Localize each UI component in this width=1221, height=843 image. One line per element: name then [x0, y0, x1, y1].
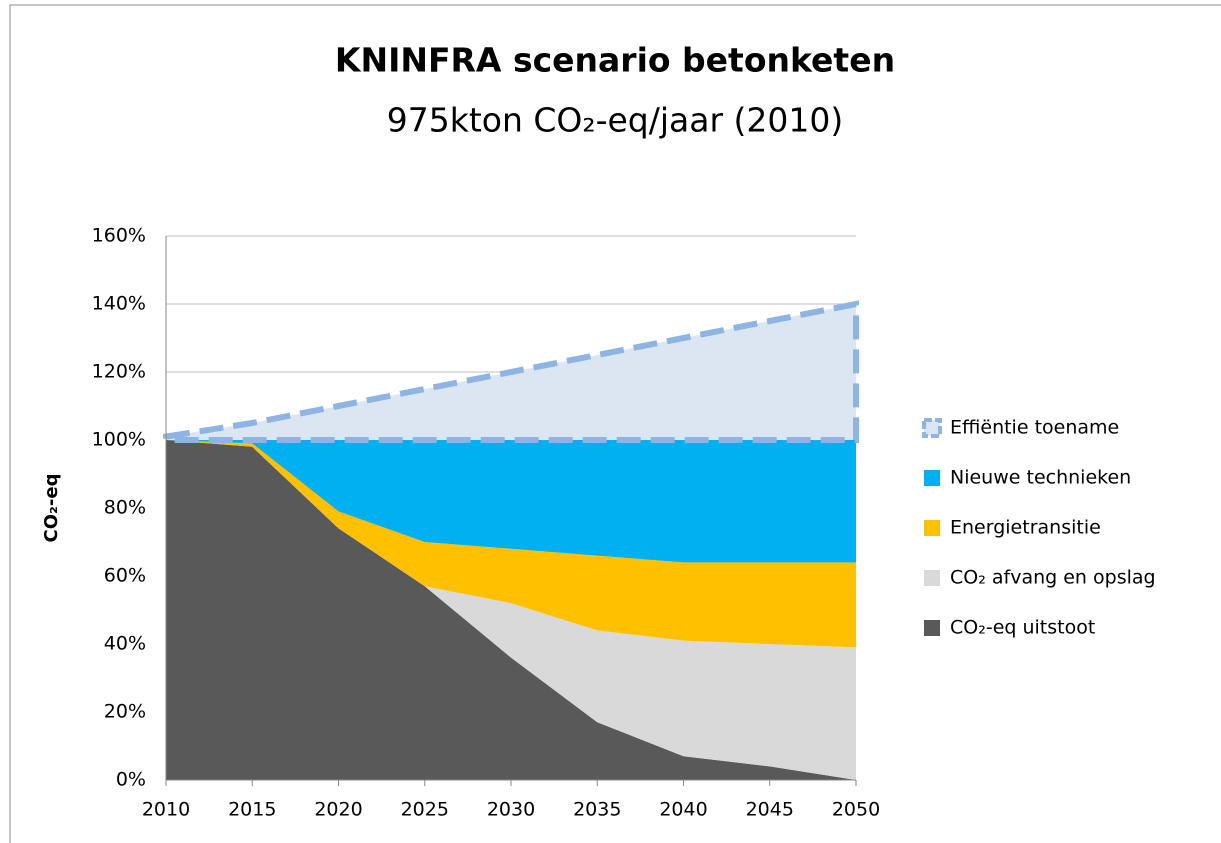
legend-swatch [924, 570, 940, 586]
area [166, 440, 856, 780]
legend-swatch [924, 520, 940, 536]
legend-label: CO₂ afvang en opslag [950, 567, 1156, 589]
y-tick-label: 60% [104, 565, 146, 587]
x-tick-label: 2010 [142, 799, 190, 821]
y-tick-label: 20% [104, 701, 146, 723]
x-tick-label: 2040 [659, 799, 707, 821]
legend-label: Nieuwe technieken [950, 467, 1131, 489]
legend-swatch [924, 470, 940, 486]
y-tick-label: 100% [92, 429, 146, 451]
legend-label: Effiëntie toename [950, 417, 1119, 439]
legend-swatch [922, 418, 942, 438]
area [163, 300, 859, 443]
x-tick-label: 2050 [832, 799, 880, 821]
y-axis-label: CO₂-eq [41, 474, 62, 543]
x-tick-label: 2045 [746, 799, 794, 821]
legend-label: CO₂-eq uitstoot [950, 617, 1095, 639]
area [166, 440, 856, 648]
y-tick-label: 80% [104, 497, 146, 519]
area [166, 440, 856, 780]
y-tick-label: 140% [92, 293, 146, 315]
chart-frame [9, 4, 1221, 843]
y-tick-label: 40% [104, 633, 146, 655]
legend-label: Energietransitie [950, 517, 1101, 539]
legend-swatch [924, 620, 940, 636]
area [166, 440, 856, 563]
y-tick-label: 120% [92, 361, 146, 383]
chart-subtitle: 975kton CO₂-eq/jaar (2010) [387, 101, 844, 140]
y-tick-label: 0% [116, 769, 146, 791]
chart-title: KNINFRA scenario betonketen [335, 41, 895, 80]
x-tick-label: 2035 [573, 799, 621, 821]
x-tick-label: 2020 [314, 799, 362, 821]
y-tick-label: 160% [92, 225, 146, 247]
x-tick-label: 2030 [487, 799, 535, 821]
x-tick-label: 2015 [228, 799, 276, 821]
x-tick-label: 2025 [401, 799, 449, 821]
